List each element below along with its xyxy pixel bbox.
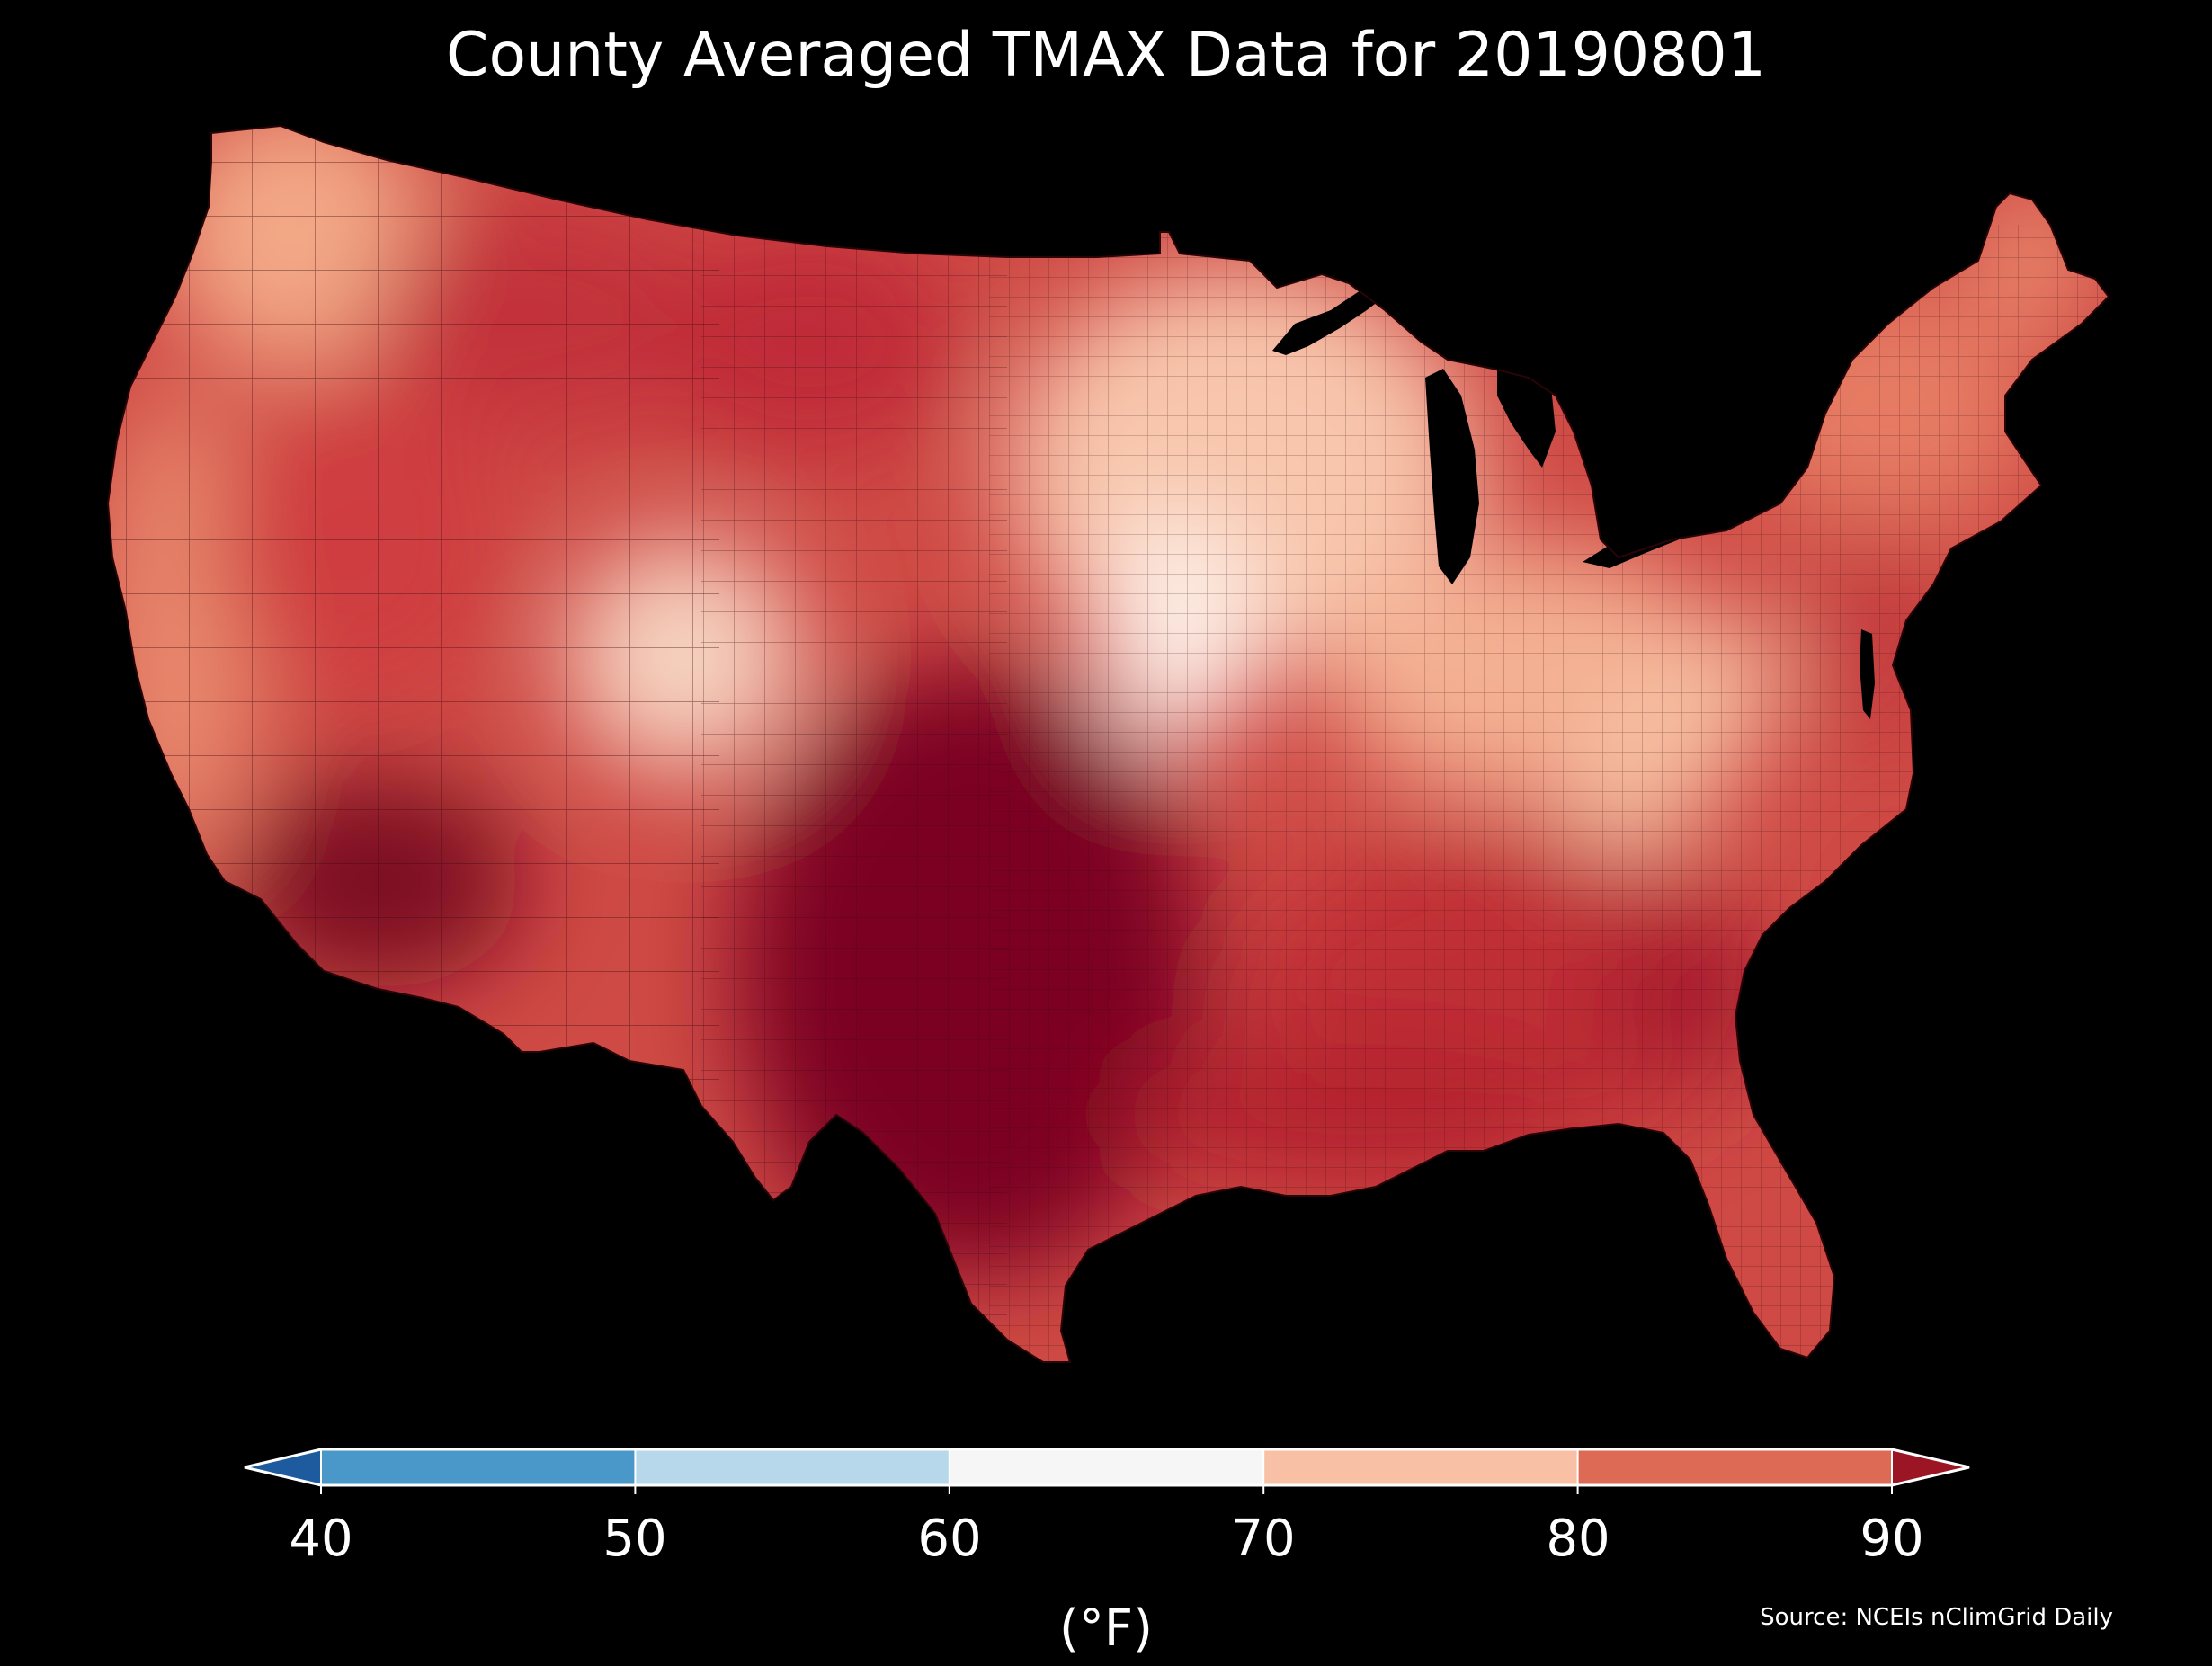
tick-label-50: 50: [602, 1510, 667, 1568]
tick-label-90: 90: [1860, 1510, 1924, 1568]
colorbar-ticks: [320, 1449, 1893, 1494]
chart-title: County Averaged TMAX Data for 20190801: [446, 20, 1766, 91]
colorbar-extend-high: [1892, 1449, 1969, 1485]
lake-michigan: [1425, 369, 1479, 584]
colorbar-bin-50-60: [635, 1449, 950, 1485]
tick-label-60: 60: [917, 1510, 982, 1568]
tick-label-70: 70: [1231, 1510, 1296, 1568]
lake-superior: [1272, 283, 1394, 355]
tick-label-40: 40: [289, 1510, 353, 1568]
water-bodies: [1272, 283, 1875, 719]
lake-huron: [1497, 364, 1556, 468]
us-outline: [106, 124, 2110, 1363]
colorbar-bins: [321, 1449, 1893, 1485]
lake-erie: [1583, 517, 1699, 568]
colorbar-bin-40-50: [321, 1449, 636, 1485]
colorbar-bin-80-90: [1577, 1449, 1893, 1485]
source-note: Source: NCEIs nClimGrid Daily: [1760, 1604, 2113, 1631]
chesapeake-bay: [1860, 629, 1875, 719]
tick-label-80: 80: [1546, 1510, 1610, 1568]
colorbar-bin-60-70: [949, 1449, 1264, 1485]
colorbar-unit-label: (°F): [1059, 1599, 1153, 1658]
colorbar-extend-low: [245, 1449, 321, 1485]
colorbar-bin-70-80: [1263, 1449, 1579, 1485]
